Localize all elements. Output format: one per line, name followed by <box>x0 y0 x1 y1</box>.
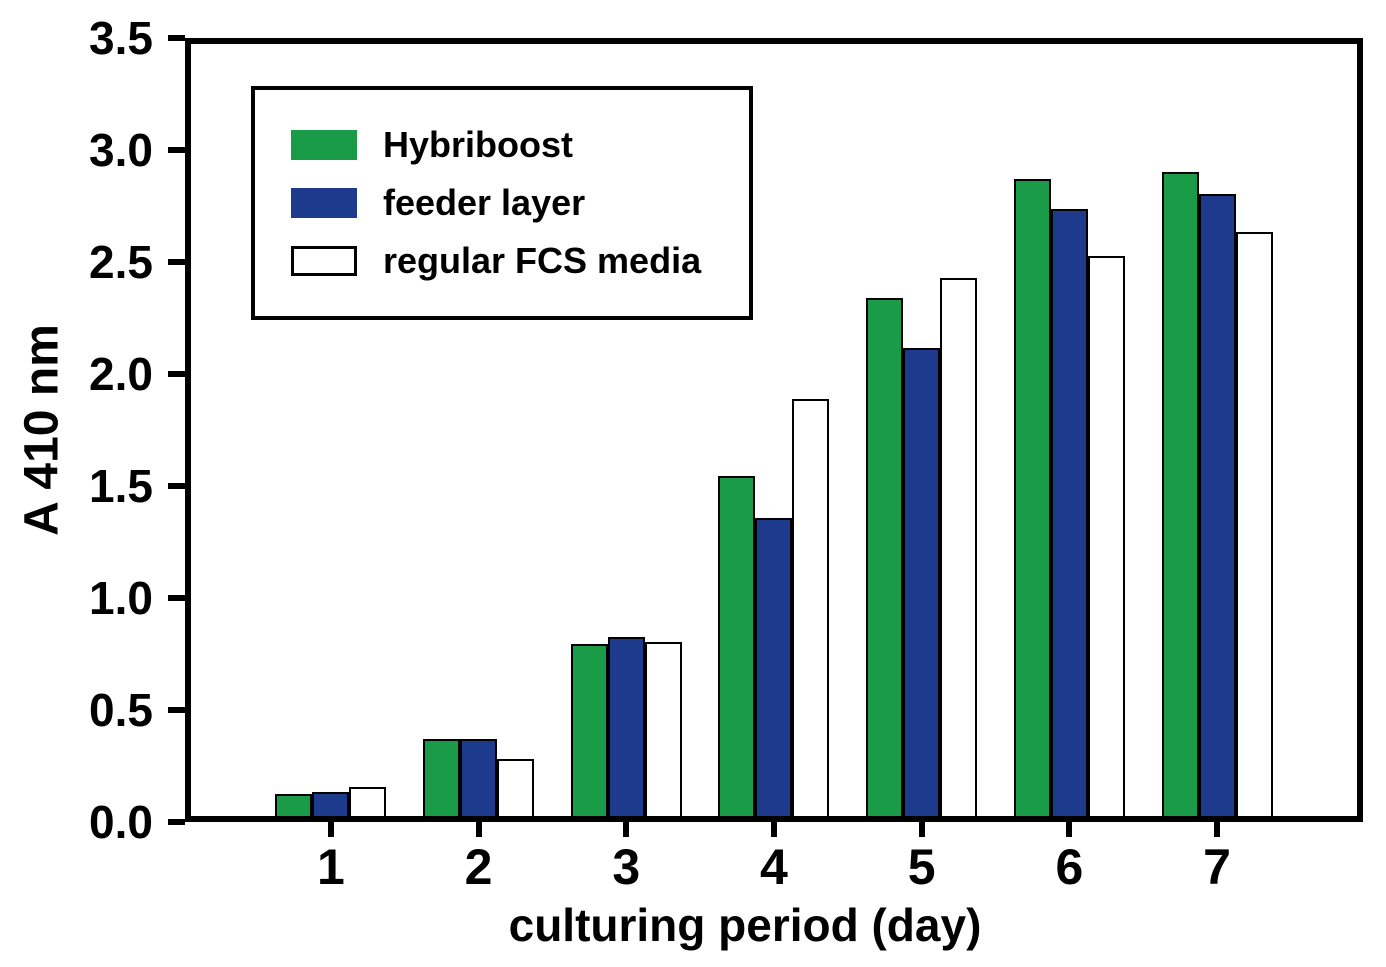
legend-item: regular FCS media <box>291 240 749 282</box>
x-tick-cell <box>1051 822 1088 838</box>
x-tick-mark <box>1214 822 1221 837</box>
bar-feeder-layer-day-1 <box>312 791 350 816</box>
y-tick-label: 3.5 <box>89 12 153 64</box>
bar-regular-fcs-media-day-7 <box>1235 231 1273 816</box>
x-tick-mark <box>475 822 482 837</box>
bar-feeder-layer-day-5 <box>903 348 941 816</box>
bar-hybriboost-day-3 <box>570 643 608 816</box>
bar-regular-fcs-media-day-2 <box>497 758 535 816</box>
bar-hybriboost-day-4 <box>718 476 756 816</box>
x-tick-label: 6 <box>1055 839 1084 895</box>
x-tick-label: 7 <box>1203 839 1231 895</box>
bars-row <box>191 44 1357 816</box>
x-tick-cell <box>1199 822 1236 838</box>
x-tick-mark <box>623 822 630 837</box>
bar-regular-fcs-media-day-4 <box>792 399 830 816</box>
bar-feeder-layer-day-3 <box>607 637 645 816</box>
x-tick-labels: 1 2 3 4 5 6 7 <box>191 842 1357 892</box>
x-tick-cell <box>312 822 349 838</box>
bar-feeder-layer-day-6 <box>1050 209 1088 816</box>
legend-item: feeder layer <box>291 182 749 224</box>
x-tick-cell <box>903 822 940 838</box>
bar-feeder-layer-day-7 <box>1198 194 1236 816</box>
bar-hybriboost-day-6 <box>1013 178 1051 816</box>
x-tick-mark <box>918 822 925 837</box>
x-tick-label: 4 <box>760 839 788 895</box>
bar-group-day-3 <box>570 44 682 816</box>
y-tick-mark <box>168 707 185 713</box>
x-tick-label: 5 <box>907 839 936 895</box>
legend-label: feeder layer <box>383 182 586 223</box>
bar-hybriboost-day-5 <box>866 297 904 816</box>
legend-swatch-hybriboost <box>291 130 357 160</box>
y-tick-label: 2.0 <box>89 348 153 400</box>
x-tick-mark <box>770 822 777 837</box>
bar-feeder-layer-day-4 <box>755 518 793 816</box>
y-tick-mark <box>168 259 185 265</box>
bar-feeder-layer-day-2 <box>460 738 498 816</box>
x-tick-mark <box>1066 822 1073 837</box>
y-tick-label: 3.0 <box>89 124 153 176</box>
x-tick-mark <box>327 822 334 837</box>
y-tick-label: 0.5 <box>89 684 153 736</box>
y-tick-mark <box>168 819 185 825</box>
x-axis-title: culturing period (day) <box>508 899 982 951</box>
y-tick-label: 0.0 <box>89 796 153 848</box>
y-tick-label: 1.0 <box>89 572 153 624</box>
bar-group-day-4 <box>718 44 830 816</box>
plot-area: Hybriboost feeder layer regular FCS media <box>185 38 1363 822</box>
y-tick-mark <box>168 595 185 601</box>
y-tick-label: 1.5 <box>89 460 153 512</box>
bar-hybriboost-day-2 <box>423 738 461 816</box>
y-tick-mark <box>168 35 185 41</box>
bar-hybriboost-day-1 <box>275 793 313 816</box>
x-tick-label: 3 <box>612 839 641 895</box>
y-axis: 0.0 0.5 1.0 1.5 2.0 2.5 3.0 3.5 <box>0 15 185 845</box>
legend-swatch-feeder-layer <box>291 188 357 218</box>
y-tick-mark <box>168 483 185 489</box>
bar-regular-fcs-media-day-1 <box>349 787 387 816</box>
legend: Hybriboost feeder layer regular FCS media <box>251 86 753 320</box>
bar-regular-fcs-media-day-5 <box>940 277 978 816</box>
x-tick-marks <box>191 822 1357 838</box>
legend-label: Hybriboost <box>383 124 574 165</box>
x-tick-cell <box>460 822 497 838</box>
legend-swatch-regular-fcs-media <box>291 246 357 276</box>
y-tick-label: 2.5 <box>89 236 153 288</box>
x-tick-cell <box>755 822 792 838</box>
bar-regular-fcs-media-day-6 <box>1087 255 1125 816</box>
bar-hybriboost-day-7 <box>1161 171 1199 816</box>
legend-item: Hybriboost <box>291 124 749 166</box>
bar-group-day-2 <box>423 44 535 816</box>
bar-regular-fcs-media-day-3 <box>644 641 682 816</box>
bar-group-day-6 <box>1013 44 1125 816</box>
bar-group-day-7 <box>1161 44 1273 816</box>
bar-group-day-5 <box>866 44 978 816</box>
x-tick-label: 1 <box>316 839 345 895</box>
y-tick-mark <box>168 147 185 153</box>
x-tick-label: 2 <box>464 839 493 895</box>
bar-group-day-1 <box>275 44 387 816</box>
y-tick-mark <box>168 371 185 377</box>
legend-label: regular FCS media <box>383 240 702 281</box>
x-tick-cell <box>608 822 645 838</box>
